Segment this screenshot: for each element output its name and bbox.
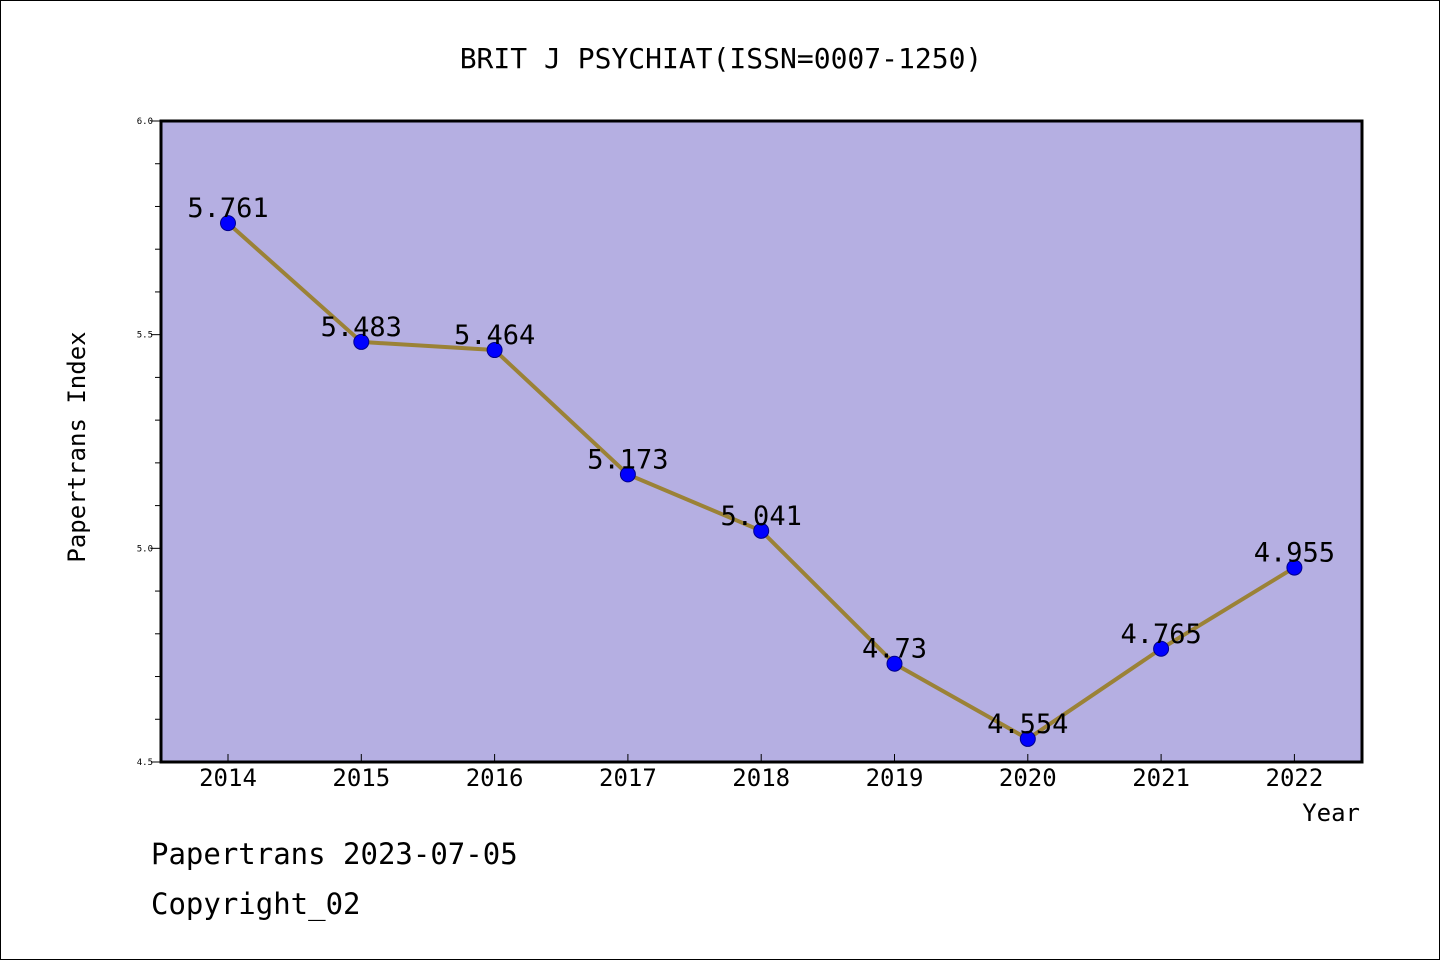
y-tick-label: 5.0 [137, 544, 153, 554]
y-tick-label: 5.5 [137, 331, 153, 341]
data-point [753, 522, 770, 539]
data-point [353, 333, 370, 350]
y-axis: 4.5 5.0 5.5 6.0 [137, 117, 161, 768]
x-tick-label: 2022 [1266, 764, 1324, 792]
data-label: 5.173 [587, 444, 668, 475]
x-tick-label: 2014 [199, 764, 257, 792]
x-axis: 2014 2015 2016 2017 2018 2019 2020 2021 2022 [199, 754, 1323, 792]
x-tick-label: 2018 [732, 764, 790, 792]
x-tick-label: 2020 [999, 764, 1057, 792]
x-tick-label: 2021 [1132, 764, 1190, 792]
data-label: 4.73 [862, 634, 927, 665]
footer-date-line: Papertrans 2023-07-05 [151, 837, 518, 871]
footer-copyright-line: Copyright_02 [151, 887, 361, 921]
y-tick-label: 4.5 [137, 758, 153, 768]
x-tick-label: 2019 [866, 764, 924, 792]
data-point [220, 215, 236, 232]
x-tick-label: 2016 [466, 764, 524, 792]
chart-title: BRIT J PSYCHIAT(ISSN=0007-1250) [460, 42, 983, 75]
data-label: 5.761 [187, 193, 268, 224]
data-point [1019, 730, 1036, 747]
y-axis-label: Papertrans Index [63, 331, 91, 562]
x-tick-label: 2015 [332, 764, 390, 792]
data-label: 5.464 [454, 320, 535, 351]
data-point [486, 342, 503, 359]
data-point [1286, 559, 1303, 576]
data-label: 5.483 [321, 312, 402, 343]
y-tick-label: 6.0 [137, 117, 153, 127]
x-axis-label: Year [1302, 799, 1360, 827]
series-layer: 5.761 5.483 5.464 5.173 5.041 4.73 4.554 4.765 4… [187, 193, 1335, 747]
x-tick-label: 2017 [599, 764, 657, 792]
data-point [886, 655, 903, 672]
data-label: 5.041 [721, 501, 802, 532]
plot-area [159, 119, 1364, 764]
data-label: 4.955 [1254, 538, 1335, 569]
data-point [619, 466, 636, 483]
data-point [1153, 640, 1170, 657]
data-label: 4.765 [1120, 619, 1201, 650]
data-label: 4.554 [987, 709, 1068, 740]
